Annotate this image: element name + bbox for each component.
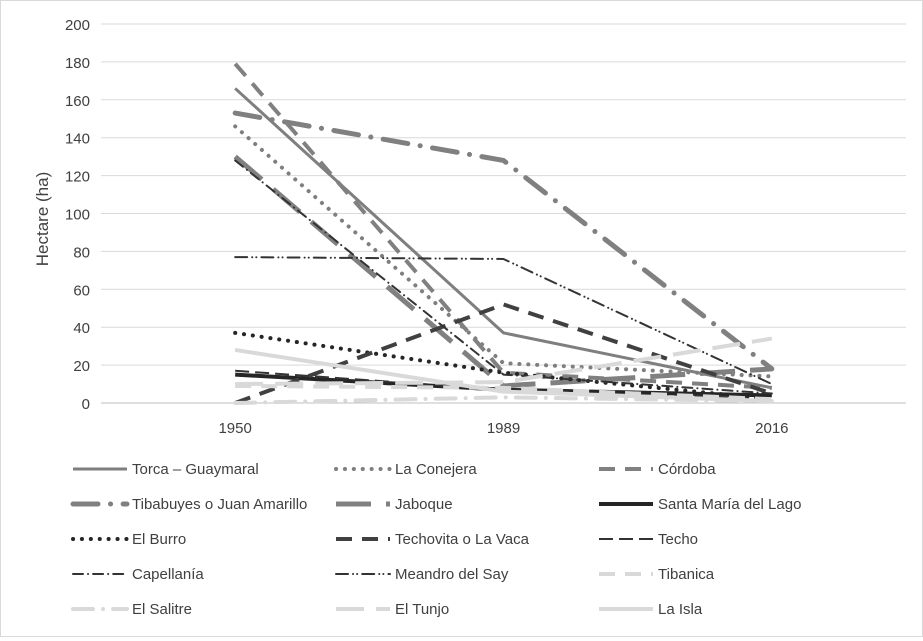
legend-label: El Tunjo (395, 601, 449, 618)
y-tick-label: 80 (73, 244, 90, 261)
y-tick-label: 60 (73, 282, 90, 299)
y-axis-ticks: 0 20 40 60 80 100 120 140 160 180 200 (65, 17, 90, 413)
series-lines (232, 62, 775, 405)
series-line (234, 347, 772, 404)
series-line (234, 159, 773, 395)
y-tick-label: 200 (65, 17, 90, 34)
legend-label: Tibabuyes o Juan Amarillo (132, 496, 307, 513)
x-tick-label: 1950 (218, 420, 251, 437)
y-axis-label: Hectare (ha) (33, 172, 52, 266)
x-axis-ticks: 1950 1989 2016 (218, 420, 788, 437)
legend-label: Techo (658, 531, 698, 548)
legend-label: Meandro del Say (395, 566, 509, 583)
y-tick-label: 160 (65, 93, 90, 110)
series-line (235, 383, 772, 402)
series-line (233, 62, 772, 390)
legend-label: Santa María del Lago (658, 496, 801, 513)
y-tick-label: 20 (73, 358, 90, 375)
y-tick-label: 0 (82, 396, 90, 413)
legend-label: El Salitre (132, 601, 192, 618)
x-tick-label: 2016 (755, 420, 788, 437)
legend-label: El Burro (132, 531, 186, 548)
y-tick-label: 100 (65, 207, 90, 224)
legend-label: La Isla (658, 601, 703, 618)
series-line (234, 256, 773, 386)
legend-label: Torca – Guaymaral (132, 461, 259, 478)
series-line (235, 336, 773, 387)
y-tick-label: 120 (65, 169, 90, 186)
y-tick-label: 140 (65, 131, 90, 148)
series-line (233, 330, 774, 402)
gridlines (101, 23, 906, 404)
y-tick-label: 40 (73, 320, 90, 337)
legend-label: Techovita o La Vaca (395, 531, 530, 548)
series-line (234, 87, 773, 390)
legend-label: Capellanía (132, 566, 204, 583)
legend-label: La Conejera (395, 461, 477, 478)
legend: Torca – Guaymaral La Conejera Córdoba Tibab… (70, 461, 801, 618)
legend-label: Córdoba (658, 461, 716, 478)
legend-label: Jaboque (395, 496, 453, 513)
series-line (233, 124, 774, 379)
legend-label: Tibanica (658, 566, 715, 583)
x-tick-label: 1989 (487, 420, 520, 437)
series-line (234, 302, 773, 405)
y-tick-label: 180 (65, 55, 90, 72)
series-line (232, 110, 775, 372)
